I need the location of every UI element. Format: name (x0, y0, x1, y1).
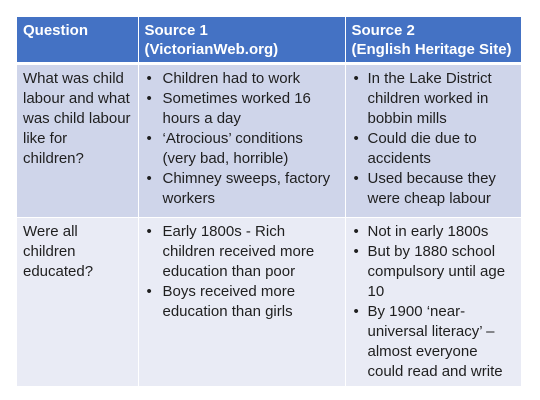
list-item-text: Sometimes worked 16 hours a day (162, 90, 311, 127)
bullet-icon: • (353, 130, 359, 147)
list-item-text: But by 1880 school compulsory until age … (367, 243, 506, 300)
header-source-1-line-1: Source 1 (144, 22, 208, 39)
list-item-text: Could die due to accidents (367, 130, 477, 167)
list-item-text: Boys received more education than girls (162, 283, 296, 320)
table-row: Were all children educated? • Early 1800s… (17, 217, 521, 387)
source-2-cell: • In the Lake District children worked in… (345, 63, 521, 218)
list-item: • Boys received more education than girls (145, 282, 339, 322)
bullet-icon: • (146, 70, 152, 87)
bullet-icon: • (353, 70, 359, 87)
question-text: What was child labour and what was child… (23, 70, 131, 167)
source-1-list: • Early 1800s - Rich children received mo… (145, 222, 339, 322)
list-item: • By 1900 ‘near-universal literacy’ – alm… (352, 302, 516, 382)
list-item-text: Chimney sweeps, factory workers (162, 170, 331, 207)
list-item: • Early 1800s - Rich children received mo… (145, 222, 339, 282)
source-2-cell: • Not in early 1800s • But by 1880 school … (345, 217, 521, 387)
source-1-list: • Children had to work • Sometimes worked … (145, 69, 339, 209)
list-item-text: Not in early 1800s (367, 223, 489, 240)
list-item: • In the Lake District children worked in… (352, 69, 516, 129)
header-source-1-line-2: (VictorianWeb.org) (144, 41, 279, 58)
list-item-text: ‘Atrocious’ conditions (very bad, horrib… (162, 130, 303, 167)
list-item: • Sometimes worked 16 hours a day (145, 89, 339, 129)
list-item-text: Children had to work (162, 70, 301, 87)
list-item: • But by 1880 school compulsory until age… (352, 242, 516, 302)
bullet-icon: • (353, 243, 359, 260)
source-1-cell: • Early 1800s - Rich children received mo… (138, 217, 346, 387)
list-item-text: In the Lake District children worked in … (367, 70, 492, 127)
list-item: • Could die due to accidents (352, 129, 516, 169)
header-question-line: Question (23, 22, 89, 39)
comparison-table: Question Source 1 (VictorianWeb.org) Sou… (17, 17, 521, 387)
source-2-list: • In the Lake District children worked in… (352, 69, 516, 209)
header-source-1: Source 1 (VictorianWeb.org) (138, 17, 346, 65)
list-item: • Not in early 1800s (352, 222, 516, 242)
list-item: • Used because they were cheap labour (352, 169, 516, 209)
question-cell: Were all children educated? (17, 217, 139, 387)
bullet-icon: • (353, 170, 359, 187)
list-item-text: Early 1800s - Rich children received mor… (162, 223, 315, 280)
list-item: • Children had to work (145, 69, 339, 89)
list-item-text: By 1900 ‘near-universal literacy’ – almo… (367, 303, 503, 380)
list-item-text: Used because they were cheap labour (367, 170, 496, 207)
bullet-icon: • (146, 90, 152, 107)
question-text: Were all children educated? (23, 223, 94, 280)
table-row: What was child labour and what was child… (17, 63, 521, 218)
header-source-2-line-2: (English Heritage Site) (351, 41, 512, 58)
bullet-icon: • (146, 170, 152, 187)
source-1-cell: • Children had to work • Sometimes worked … (138, 63, 346, 218)
question-cell: What was child labour and what was child… (17, 63, 139, 218)
header-question: Question (17, 17, 139, 65)
bullet-icon: • (353, 223, 359, 240)
header-row: Question Source 1 (VictorianWeb.org) Sou… (17, 17, 521, 65)
source-2-list: • Not in early 1800s • But by 1880 school … (352, 222, 516, 382)
bullet-icon: • (146, 130, 152, 147)
header-source-2-line-1: Source 2 (351, 22, 415, 39)
bullet-icon: • (146, 283, 152, 300)
bullet-icon: • (146, 223, 152, 240)
header-source-2: Source 2 (English Heritage Site) (345, 17, 521, 65)
bullet-icon: • (353, 303, 359, 320)
list-item: • Chimney sweeps, factory workers (145, 169, 339, 209)
list-item: • ‘Atrocious’ conditions (very bad, horri… (145, 129, 339, 169)
